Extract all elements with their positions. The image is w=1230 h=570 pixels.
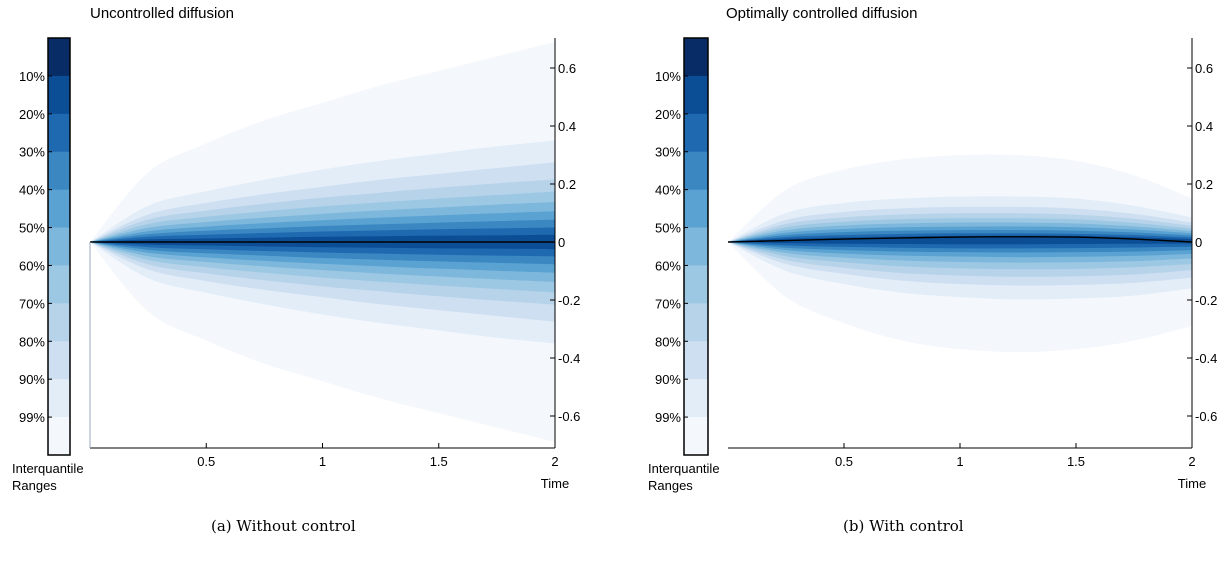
legend-swatch (48, 417, 70, 456)
x-tick-label: 2 (551, 454, 558, 469)
legend-swatch (48, 113, 70, 153)
y-tick-label: 0 (1195, 235, 1202, 250)
x-axis-label: Time (1178, 476, 1206, 491)
legend-swatch (48, 227, 70, 266)
legend-frame (683, 37, 709, 456)
legend-frame (47, 37, 71, 456)
y-tick-label: -0.6 (1195, 409, 1217, 424)
median-line (727, 236, 1193, 243)
legend-swatch (684, 303, 708, 342)
legend-swatch (684, 113, 708, 153)
legend-swatch (48, 341, 70, 380)
legend-label: 70% (655, 296, 681, 311)
y-tick-label: -0.4 (558, 351, 580, 366)
legend-swatch (684, 38, 708, 77)
x-tick-label: 2 (1188, 454, 1195, 469)
y-tick-label: 0.2 (1195, 177, 1213, 192)
fan-charts: Uncontrolled diffusion 0.5 1 1.5 2 Time 0.6 0.4… (12, 5, 1217, 493)
y-tick-label: 0.6 (558, 61, 576, 76)
legend-swatch (48, 379, 70, 418)
legend-title: Interquantile (12, 461, 84, 476)
legend-swatch (684, 379, 708, 418)
legend-label: 80% (19, 334, 45, 349)
legend-swatch (684, 189, 708, 229)
chart-0: Uncontrolled diffusion 0.5 1 1.5 2 Time 0.6 0.4… (12, 5, 580, 493)
legend-swatch (48, 265, 70, 304)
legend-label: 40% (19, 183, 45, 198)
legend-swatch (684, 417, 708, 456)
x-tick-label: 1 (956, 454, 963, 469)
legend-label: 60% (655, 258, 681, 273)
chart-title: Optimally controlled diffusion (726, 5, 917, 22)
legend-swatch (684, 265, 708, 304)
band-10pct (728, 235, 1192, 245)
legend-label: 20% (655, 107, 681, 122)
legend-swatch (48, 303, 70, 342)
x-axis-label: Time (541, 476, 569, 491)
legend-label: 10% (19, 69, 45, 84)
chart-title: Uncontrolled diffusion (90, 5, 234, 22)
y-tick-label: 0.4 (1195, 119, 1213, 134)
legend-swatch (48, 189, 70, 229)
legend-label: 20% (19, 107, 45, 122)
legend-label: 30% (19, 145, 45, 160)
y-tick-label: -0.2 (1195, 293, 1217, 308)
legend-label: 90% (655, 372, 681, 387)
legend-label: 90% (19, 372, 45, 387)
legend-swatch (48, 151, 70, 191)
legend-label: 99% (19, 410, 45, 425)
y-tick-label: -0.4 (1195, 351, 1217, 366)
legend-swatch (48, 38, 70, 77)
x-tick-label: 1 (319, 454, 326, 469)
y-tick-label: 0.6 (1195, 61, 1213, 76)
y-tick-label: 0.4 (558, 119, 576, 134)
legend: 10% 20% 30% 40% 50% 60% 70% 80% 90% 99% Interquant… (648, 37, 720, 493)
legend-title: Ranges (648, 478, 693, 493)
legend-label: 30% (655, 145, 681, 160)
legend-label: 80% (655, 334, 681, 349)
x-tick-label: 0.5 (835, 454, 853, 469)
y-tick-label: -0.6 (558, 409, 580, 424)
legend-label: 50% (19, 221, 45, 236)
legend-label: 70% (19, 296, 45, 311)
y-tick-label: -0.2 (558, 293, 580, 308)
caption-b: (b) With control (843, 517, 964, 535)
legend-label: 10% (655, 69, 681, 84)
legend-swatch (684, 341, 708, 380)
legend-title: Interquantile (648, 461, 720, 476)
y-tick-label: 0.2 (558, 177, 576, 192)
legend-label: 40% (655, 183, 681, 198)
x-tick-label: 0.5 (197, 454, 215, 469)
legend-swatch (684, 75, 708, 115)
x-tick-label: 1.5 (1067, 454, 1085, 469)
legend-label: 50% (655, 221, 681, 236)
legend-label: 60% (19, 258, 45, 273)
legend-title: Ranges (12, 478, 57, 493)
legend: 10% 20% 30% 40% 50% 60% 70% 80% 90% 99% Interquant… (12, 37, 84, 493)
y-tick-label: 0 (558, 235, 565, 250)
x-tick-label: 1.5 (430, 454, 448, 469)
legend-swatch (684, 227, 708, 266)
legend-swatch (684, 151, 708, 191)
caption-a: (a) Without control (211, 517, 356, 535)
legend-swatch (48, 75, 70, 115)
legend-label: 99% (655, 410, 681, 425)
chart-1: Optimally controlled diffusion 0.5 1 1.5 2 Ti… (648, 5, 1217, 493)
